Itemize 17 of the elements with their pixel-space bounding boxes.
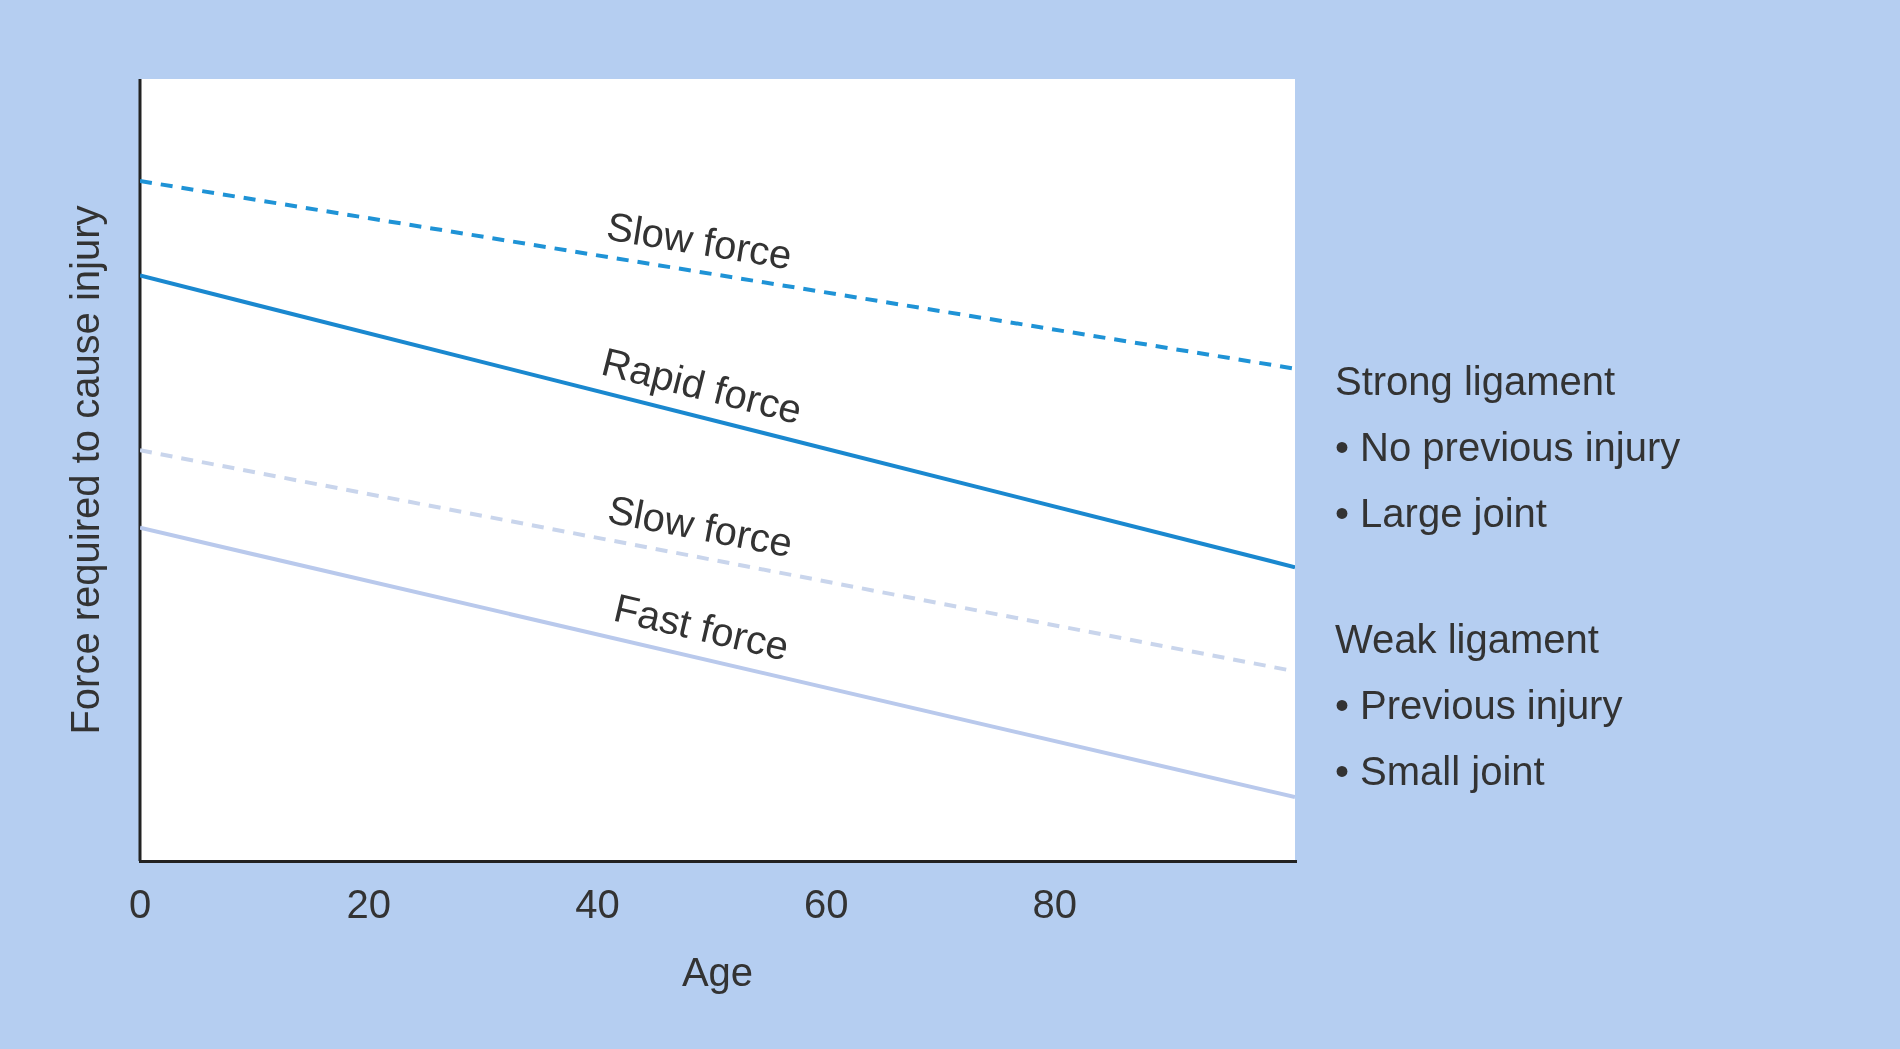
text: Strong ligament — [1335, 358, 1617, 405]
x-tick-label: 60 — [803, 882, 849, 927]
x-tick-label: 40 — [575, 882, 620, 927]
x-axis-title: Age — [681, 950, 754, 995]
y-axis-title: Force required to cause injury — [62, 205, 108, 735]
text: • Large joint — [1335, 490, 1548, 537]
text: • Small joint — [1335, 748, 1546, 795]
text: Rapid force — [597, 339, 807, 432]
x-tick-label: 0 — [128, 882, 152, 927]
text: Fast force — [609, 585, 793, 669]
text: • Previous injury — [1335, 682, 1624, 729]
text: Slow force — [604, 486, 797, 566]
x-tick-label: 80 — [1032, 882, 1078, 927]
text: • No previous injury — [1335, 424, 1681, 471]
text: Weak ligament — [1335, 616, 1600, 663]
text: Slow force — [603, 203, 796, 278]
x-tick-label: 20 — [346, 882, 391, 927]
